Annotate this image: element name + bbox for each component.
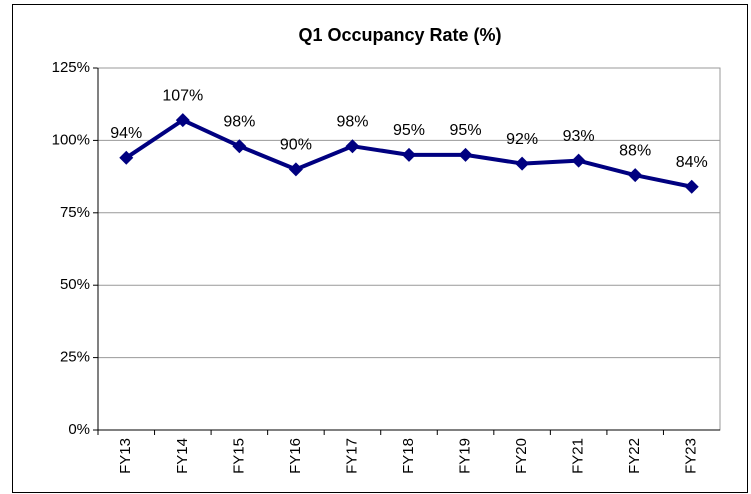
point-marker <box>571 153 586 168</box>
point-marker <box>458 147 473 162</box>
data-label: 93% <box>563 128 595 145</box>
data-label: 90% <box>280 137 312 154</box>
point-marker <box>119 150 134 165</box>
x-tick-label: FY16 <box>287 438 304 474</box>
data-label: 98% <box>336 113 368 130</box>
point-marker <box>232 139 247 154</box>
x-tick-label: FY14 <box>174 438 191 474</box>
data-label: 94% <box>110 125 142 142</box>
data-label: 92% <box>506 131 538 148</box>
x-tick-label: FY20 <box>513 438 530 474</box>
x-tick-label: FY22 <box>626 438 643 474</box>
data-label: 95% <box>393 122 425 139</box>
x-tick-label: FY23 <box>683 438 700 474</box>
point-marker <box>402 147 416 162</box>
point-marker <box>288 162 303 177</box>
point-marker <box>628 168 643 183</box>
y-tick-label: 75% <box>60 204 90 221</box>
point-marker <box>684 179 699 194</box>
y-tick-label: 25% <box>60 349 90 366</box>
point-marker <box>515 156 530 171</box>
point-marker <box>345 139 360 154</box>
data-label: 95% <box>450 122 482 139</box>
y-tick-label: 0% <box>68 421 90 438</box>
point-marker <box>175 113 190 128</box>
chart-frame <box>12 4 748 493</box>
x-tick-label: FY18 <box>400 438 417 474</box>
x-tick-label: FY15 <box>230 438 247 474</box>
y-tick-label: 50% <box>60 276 90 293</box>
data-label: 84% <box>676 154 708 171</box>
x-tick-label: FY19 <box>457 438 474 474</box>
data-label: 107% <box>162 87 203 104</box>
data-label: 98% <box>223 113 255 130</box>
chart-title: Q1 Occupancy Rate (%) <box>298 25 501 45</box>
data-label: 88% <box>619 142 651 159</box>
y-tick-label: 125% <box>52 59 90 76</box>
x-tick-label: FY17 <box>343 438 360 474</box>
x-tick-label: FY21 <box>570 438 587 474</box>
y-tick-label: 100% <box>52 131 90 148</box>
x-tick-label: FY13 <box>117 438 134 474</box>
